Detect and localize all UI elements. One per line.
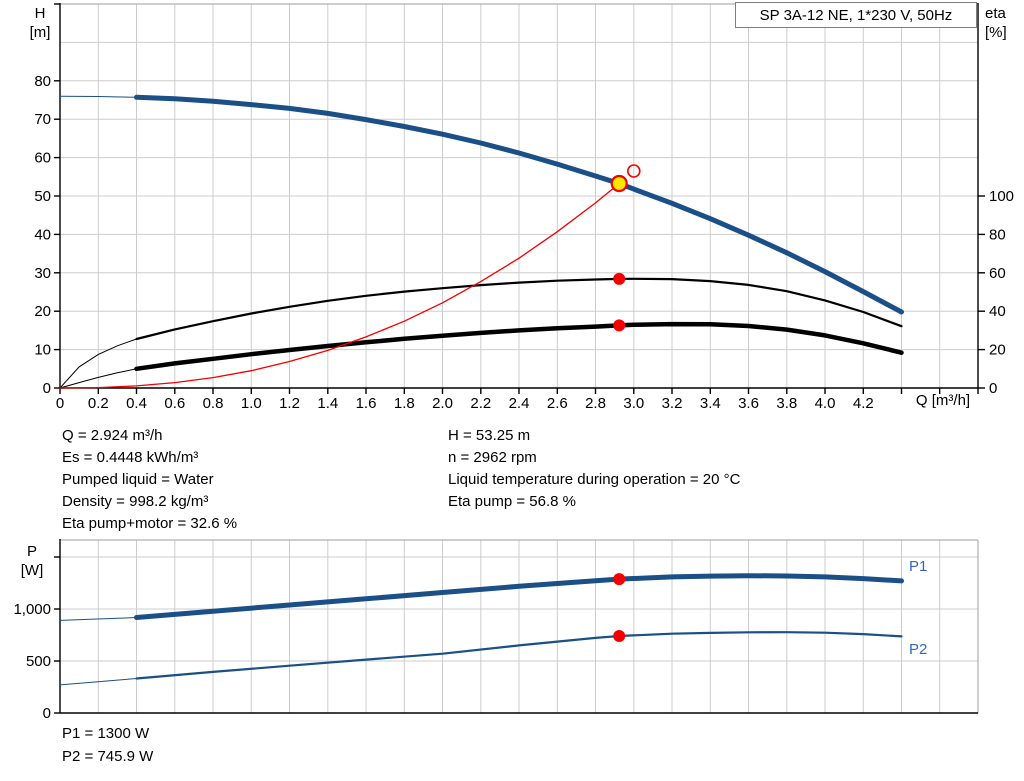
svg-text:3.4: 3.4: [700, 395, 721, 412]
grid: [60, 540, 978, 713]
svg-text:80: 80: [989, 226, 1006, 243]
svg-text:2.6: 2.6: [547, 395, 568, 412]
p2-curve-lead[interactable]: [59, 678, 137, 686]
svg-text:1,000: 1,000: [13, 601, 51, 618]
svg-text:3.8: 3.8: [776, 395, 797, 412]
grid: [60, 4, 978, 388]
system-curve[interactable]: [59, 182, 620, 389]
chart-title: SP 3A-12 NE, 1*230 V, 50Hz: [759, 6, 953, 24]
svg-text:2.0: 2.0: [432, 395, 453, 412]
head-curve-lead[interactable]: [59, 95, 137, 98]
power-values-block: P1 = 1300 W P2 = 745.9 W: [62, 722, 153, 768]
info-line: Pumped liquid = Water: [62, 471, 214, 488]
svg-text:4.2: 4.2: [853, 395, 874, 412]
duty-info-right-column: H = 53.25 m n = 2962 rpm Liquid temperatu…: [448, 425, 740, 513]
eta-axis-label: eta [%]: [985, 4, 1023, 42]
svg-text:70: 70: [34, 111, 51, 128]
power-axis-unit: [W]: [20, 562, 44, 579]
head-axis-unit: [m]: [29, 24, 51, 41]
info-line: Es = 0.4448 kWh/m³: [62, 449, 199, 466]
svg-text:1.0: 1.0: [241, 395, 262, 412]
svg-text:3.2: 3.2: [662, 395, 683, 412]
power-value-line: P1 = 1300 W: [62, 725, 150, 742]
p2-duty-dot[interactable]: [613, 630, 626, 642]
info-line: Liquid temperature during operation = 20…: [448, 471, 741, 488]
svg-text:60: 60: [34, 150, 51, 167]
svg-text:0: 0: [989, 380, 997, 397]
svg-text:4.0: 4.0: [815, 395, 836, 412]
info-line: H = 53.25 m: [448, 427, 531, 444]
svg-text:30: 30: [34, 265, 51, 282]
svg-text:1.4: 1.4: [317, 395, 338, 412]
svg-text:60: 60: [989, 265, 1006, 282]
svg-text:40: 40: [989, 303, 1006, 320]
duty-info-left-column: Q = 2.924 m³/h Es = 0.4448 kWh/m³ Pumped …: [62, 425, 237, 535]
info-line: n = 2962 rpm: [448, 449, 537, 466]
svg-text:2.8: 2.8: [585, 395, 606, 412]
flow-axis-label: Q [m³/h]: [915, 392, 971, 409]
svg-text:0: 0: [56, 395, 64, 412]
eta-pump-motor-curve[interactable]: [134, 321, 904, 372]
eta-axis-unit: [%]: [985, 24, 1007, 41]
p1-curve-label: P1: [909, 558, 928, 575]
power-chart[interactable]: 0 500 1,000: [13, 539, 979, 722]
svg-text:20: 20: [34, 303, 51, 320]
series-curves: [59, 94, 904, 389]
power-axis-label: P [W]: [14, 542, 50, 580]
eta-pump-curve-lead[interactable]: [59, 338, 137, 389]
axes: 0 500 1,000: [13, 539, 979, 722]
eta-axis-name: eta: [985, 5, 1006, 22]
duty-markers: [610, 164, 641, 332]
svg-text:0: 0: [43, 705, 51, 722]
svg-text:20: 20: [989, 342, 1006, 359]
qh-chart[interactable]: 0 10 20 30 40 50 60 70 80 0 20 40 60 80 100 0 0.2 0.4 0.6 0…: [34, 3, 1014, 412]
power-value-line: P2 = 745.9 W: [62, 748, 154, 765]
svg-text:1.8: 1.8: [394, 395, 415, 412]
svg-text:3.6: 3.6: [738, 395, 759, 412]
svg-text:2.4: 2.4: [509, 395, 530, 412]
info-line: Density = 998.2 kg/m³: [62, 493, 209, 510]
power-axis-name: P: [26, 543, 37, 560]
head-axis-label: H [m]: [22, 4, 58, 42]
p1-duty-dot[interactable]: [613, 573, 626, 586]
svg-text:2.2: 2.2: [470, 395, 491, 412]
duty-markers: [613, 573, 626, 642]
axes: 0 10 20 30 40 50 60 70 80 0 20 40 60 80 100 0 0.2 0.4 0.6 0…: [34, 3, 1014, 412]
svg-text:3.0: 3.0: [623, 395, 644, 412]
eta-pump-curve[interactable]: [135, 277, 903, 341]
svg-text:100: 100: [989, 188, 1014, 205]
svg-text:0.8: 0.8: [203, 395, 224, 412]
svg-text:80: 80: [34, 73, 51, 90]
info-line: Eta pump = 56.8 %: [448, 493, 576, 510]
head-axis-name: H: [34, 5, 46, 22]
eta-pump-motor-curve-lead[interactable]: [59, 368, 137, 389]
eta-pump-motor-duty-dot[interactable]: [613, 319, 626, 332]
svg-text:40: 40: [34, 226, 51, 243]
svg-text:500: 500: [26, 653, 51, 670]
svg-text:50: 50: [34, 188, 51, 205]
svg-text:1.6: 1.6: [356, 395, 377, 412]
duty-point[interactable]: [610, 174, 628, 193]
head-curve[interactable]: [134, 94, 904, 315]
svg-text:0: 0: [43, 380, 51, 397]
p1-curve-lead[interactable]: [59, 617, 137, 621]
svg-text:0.4: 0.4: [126, 395, 147, 412]
chart-title-box: SP 3A-12 NE, 1*230 V, 50Hz: [735, 2, 977, 28]
svg-text:1.2: 1.2: [279, 395, 300, 412]
rated-duty-ring[interactable]: [626, 164, 641, 178]
svg-text:10: 10: [34, 342, 51, 359]
svg-text:0.2: 0.2: [88, 395, 109, 412]
info-line: Q = 2.924 m³/h: [62, 427, 163, 444]
eta-pump-duty-dot[interactable]: [613, 272, 626, 285]
info-line: Eta pump+motor = 32.6 %: [62, 515, 238, 532]
p2-curve-label: P2: [909, 641, 928, 658]
svg-text:0.6: 0.6: [164, 395, 185, 412]
